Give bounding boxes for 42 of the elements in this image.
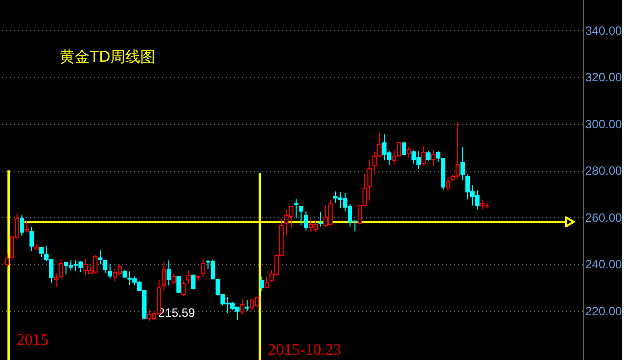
candlestick [368, 160, 372, 202]
candlestick [182, 280, 186, 298]
candlestick [422, 146, 426, 167]
candlestick [402, 142, 406, 156]
candlestick [201, 258, 206, 278]
y-tick-label: 340.00 [586, 24, 623, 38]
y-tick-label: 320.00 [586, 70, 623, 85]
candlestick [426, 150, 431, 162]
candlestick [172, 273, 176, 285]
y-tick-label: 300.00 [586, 117, 623, 132]
candlestick [162, 262, 166, 292]
candlestick [446, 177, 450, 192]
text: 黄金TD周线图 [60, 48, 156, 66]
candlestick [59, 258, 64, 278]
candlestick [260, 276, 264, 292]
annotation: 2015 [16, 332, 49, 349]
candlestick [108, 264, 112, 278]
candlestick [240, 298, 245, 316]
candlestick [30, 226, 34, 252]
candlestick [24, 221, 30, 233]
candlestick [176, 276, 182, 294]
y-tick-label: 280.00 [586, 164, 623, 178]
annotation: 215.59 [158, 306, 196, 320]
candlestick [40, 247, 44, 258]
candlestick [186, 270, 191, 285]
y-tick-label: 220.00 [586, 304, 623, 318]
candlestick [5, 253, 10, 268]
candlestick [191, 274, 196, 290]
candlestick [431, 150, 436, 167]
candlestick [318, 212, 324, 228]
y-tick-label: 260.00 [586, 210, 623, 225]
annotation: 2015-10.23 [268, 342, 342, 359]
candlestick [166, 260, 172, 286]
candlestick [20, 215, 24, 237]
candlestick [460, 146, 466, 181]
candlestick [54, 272, 59, 288]
candlestick [245, 300, 250, 312]
candlestick [294, 198, 299, 219]
candlestick [304, 211, 308, 232]
candlestick [406, 146, 412, 158]
y-tick-label: 240.00 [586, 258, 623, 272]
candlestick [299, 206, 304, 226]
